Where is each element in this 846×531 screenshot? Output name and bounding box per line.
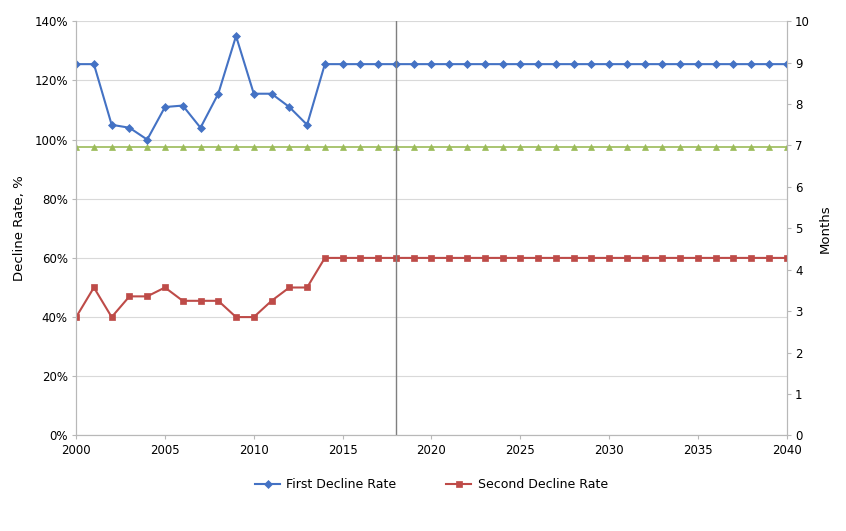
First Decline Rate xyxy=(142,136,152,143)
Second Decline Rate xyxy=(640,255,650,261)
First Decline Rate xyxy=(107,122,117,128)
First Decline Rate xyxy=(497,61,508,67)
First Decline Rate xyxy=(409,61,419,67)
First Decline Rate xyxy=(480,61,490,67)
First Decline Rate xyxy=(266,90,277,97)
First Decline Rate xyxy=(302,122,312,128)
First Decline Rate xyxy=(764,61,774,67)
First Decline Rate xyxy=(586,61,596,67)
Second Decline Rate xyxy=(124,293,135,299)
Second Decline Rate xyxy=(231,314,241,320)
First Decline Rate xyxy=(444,61,454,67)
Second Decline Rate xyxy=(302,284,312,290)
Second Decline Rate xyxy=(711,255,721,261)
Legend: First Decline Rate, Second Decline Rate: First Decline Rate, Second Decline Rate xyxy=(255,478,607,491)
Second Decline Rate xyxy=(426,255,437,261)
Second Decline Rate xyxy=(178,297,188,304)
Second Decline Rate xyxy=(89,284,99,290)
First Decline Rate xyxy=(178,102,188,109)
Line: First Decline Rate: First Decline Rate xyxy=(73,33,790,143)
First Decline Rate xyxy=(373,61,383,67)
First Decline Rate xyxy=(640,61,650,67)
First Decline Rate xyxy=(320,61,330,67)
Second Decline Rate xyxy=(551,255,561,261)
First Decline Rate xyxy=(515,61,525,67)
Second Decline Rate xyxy=(320,255,330,261)
First Decline Rate xyxy=(533,61,543,67)
Second Decline Rate xyxy=(391,255,401,261)
Second Decline Rate xyxy=(657,255,667,261)
Second Decline Rate xyxy=(622,255,632,261)
First Decline Rate xyxy=(675,61,685,67)
First Decline Rate xyxy=(124,125,135,131)
Second Decline Rate xyxy=(604,255,614,261)
Second Decline Rate xyxy=(107,314,117,320)
First Decline Rate xyxy=(569,61,579,67)
First Decline Rate xyxy=(604,61,614,67)
Second Decline Rate xyxy=(142,293,152,299)
Second Decline Rate xyxy=(195,297,206,304)
First Decline Rate xyxy=(711,61,721,67)
Second Decline Rate xyxy=(533,255,543,261)
First Decline Rate xyxy=(338,61,348,67)
Second Decline Rate xyxy=(782,255,792,261)
Second Decline Rate xyxy=(338,255,348,261)
Second Decline Rate xyxy=(266,297,277,304)
First Decline Rate xyxy=(284,104,294,110)
First Decline Rate xyxy=(657,61,667,67)
Second Decline Rate xyxy=(373,255,383,261)
Line: Second Decline Rate: Second Decline Rate xyxy=(73,255,790,320)
First Decline Rate xyxy=(391,61,401,67)
First Decline Rate xyxy=(462,61,472,67)
Second Decline Rate xyxy=(480,255,490,261)
Second Decline Rate xyxy=(728,255,739,261)
First Decline Rate xyxy=(426,61,437,67)
Second Decline Rate xyxy=(71,314,81,320)
First Decline Rate xyxy=(89,61,99,67)
First Decline Rate xyxy=(551,61,561,67)
First Decline Rate xyxy=(746,61,756,67)
Second Decline Rate xyxy=(444,255,454,261)
First Decline Rate xyxy=(249,90,259,97)
Second Decline Rate xyxy=(249,314,259,320)
Second Decline Rate xyxy=(409,255,419,261)
First Decline Rate xyxy=(693,61,703,67)
Second Decline Rate xyxy=(462,255,472,261)
Second Decline Rate xyxy=(586,255,596,261)
Second Decline Rate xyxy=(284,284,294,290)
Second Decline Rate xyxy=(213,297,223,304)
First Decline Rate xyxy=(355,61,365,67)
Second Decline Rate xyxy=(569,255,579,261)
First Decline Rate xyxy=(213,90,223,97)
Y-axis label: Decline Rate, %: Decline Rate, % xyxy=(13,175,26,281)
Second Decline Rate xyxy=(675,255,685,261)
First Decline Rate xyxy=(160,104,170,110)
First Decline Rate xyxy=(195,125,206,131)
Second Decline Rate xyxy=(693,255,703,261)
Second Decline Rate xyxy=(746,255,756,261)
Second Decline Rate xyxy=(497,255,508,261)
Second Decline Rate xyxy=(355,255,365,261)
First Decline Rate xyxy=(231,33,241,39)
Y-axis label: Months: Months xyxy=(818,204,832,253)
First Decline Rate xyxy=(622,61,632,67)
Second Decline Rate xyxy=(764,255,774,261)
First Decline Rate xyxy=(71,61,81,67)
First Decline Rate xyxy=(782,61,792,67)
Second Decline Rate xyxy=(160,284,170,290)
First Decline Rate xyxy=(728,61,739,67)
Second Decline Rate xyxy=(515,255,525,261)
